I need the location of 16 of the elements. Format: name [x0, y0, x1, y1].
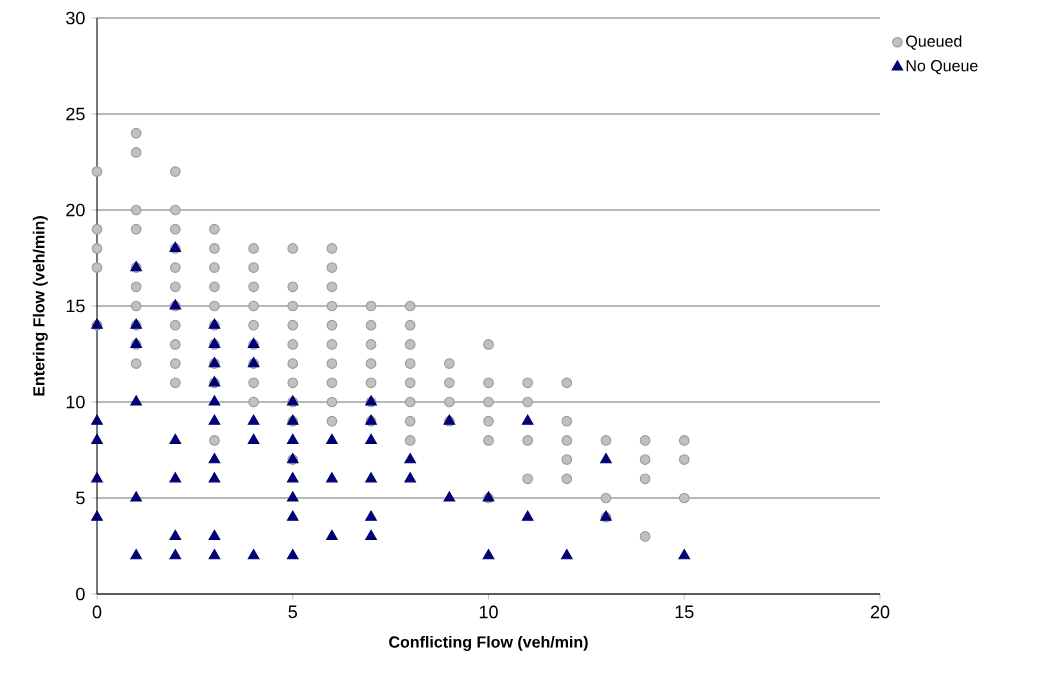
y-axis-title: Entering Flow (veh/min) — [32, 216, 48, 396]
x-tick-label: 10 — [479, 605, 498, 619]
y-tick-label: 20 — [66, 203, 85, 217]
x-axis-title: Conflicting Flow (veh/min) — [389, 635, 588, 651]
x-tick-label: 15 — [675, 605, 694, 619]
y-tick-label: 5 — [76, 491, 85, 505]
legend-label: Queued — [906, 35, 962, 50]
y-tick-label: 10 — [66, 395, 85, 409]
x-tick-label: 0 — [92, 605, 102, 619]
legend-label: No Queue — [906, 60, 978, 75]
y-tick-label: 0 — [76, 587, 85, 601]
x-tick-label: 5 — [288, 605, 298, 619]
y-tick-label: 25 — [66, 107, 85, 121]
y-tick-label: 15 — [66, 299, 85, 313]
x-tick-label: 20 — [870, 605, 890, 619]
y-tick-label: 30 — [66, 11, 85, 25]
